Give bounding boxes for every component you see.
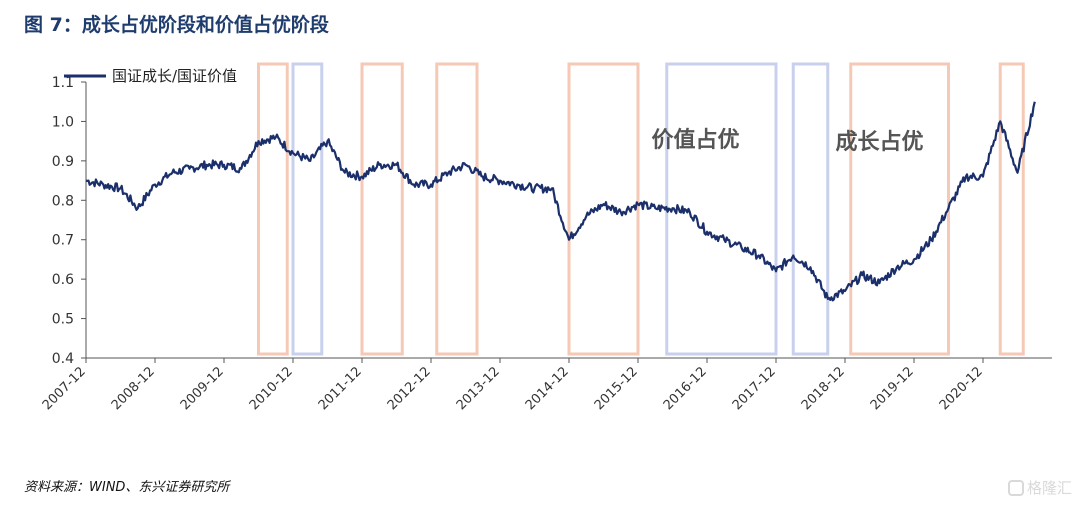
watermark-text: 格隆汇 xyxy=(1026,479,1072,497)
region-box-value xyxy=(291,62,324,356)
x-tick-label: 2009-12 xyxy=(178,364,227,413)
x-tick-label: 2012-12 xyxy=(385,364,434,413)
series-line xyxy=(85,101,1036,302)
x-tick-label: 2018-12 xyxy=(799,364,848,413)
y-tick-label: 0.6 xyxy=(52,272,74,288)
y-ticks: 0.4 0.5 0.6 0.7 0.8 0.9 1.0 1.1 xyxy=(52,75,86,367)
region-box-growth xyxy=(435,62,479,356)
region-box-growth xyxy=(567,62,640,356)
y-tick-label: 0.8 xyxy=(52,193,74,209)
x-ticks: 2007-12 2008-12 2009-12 2010-12 2011-12 2012-… xyxy=(40,358,986,413)
x-tick-label: 2016-12 xyxy=(661,364,710,413)
x-tick-label: 2008-12 xyxy=(109,364,158,413)
source-note: 资料来源：WIND、东兴证券研究所 xyxy=(24,480,230,495)
legend-label: 国证成长/国证价值 xyxy=(112,67,237,85)
page-title: 图 7：成长占优阶段和价值占优阶段 xyxy=(24,14,329,36)
region-box-growth xyxy=(998,62,1025,356)
watermark-logo-icon xyxy=(1007,479,1024,496)
y-tick-label: 0.7 xyxy=(52,233,74,249)
chart: 0.40.50.60.70.80.91.01.1 2007-12 2008-12 2… xyxy=(40,62,1052,413)
watermark: 格隆汇 xyxy=(1007,477,1072,498)
region-box-value xyxy=(791,62,830,356)
region-boxes xyxy=(257,62,1025,356)
x-tick-label: 2007-12 xyxy=(40,364,89,413)
annotations: 价值占优 成长占优 xyxy=(651,127,923,155)
x-tick-label: 2020-12 xyxy=(937,364,986,413)
x-tick-label: 2019-12 xyxy=(868,364,917,413)
y-tick-label: 1.1 xyxy=(52,75,74,91)
y-tick-label: 0.9 xyxy=(52,154,74,170)
y-tick-label: 1.0 xyxy=(52,114,74,130)
x-tick-label: 2013-12 xyxy=(454,364,503,413)
region-box-growth xyxy=(849,62,950,356)
x-tick-label: 2015-12 xyxy=(592,364,641,413)
y-tick-label: 0.5 xyxy=(52,312,74,328)
x-tick-label: 2010-12 xyxy=(247,364,296,413)
region-box-growth xyxy=(257,62,289,356)
x-tick-label: 2011-12 xyxy=(316,364,365,413)
x-tick-label: 2017-12 xyxy=(730,364,779,413)
y-tick-label: 0.4 xyxy=(52,351,74,367)
annotation-label: 成长占优 xyxy=(835,129,923,155)
x-tick-label: 2014-12 xyxy=(523,364,572,413)
annotation-label: 价值占优 xyxy=(651,127,739,153)
legend: 国证成长/国证价值 xyxy=(64,67,237,85)
region-box-growth xyxy=(360,62,404,356)
